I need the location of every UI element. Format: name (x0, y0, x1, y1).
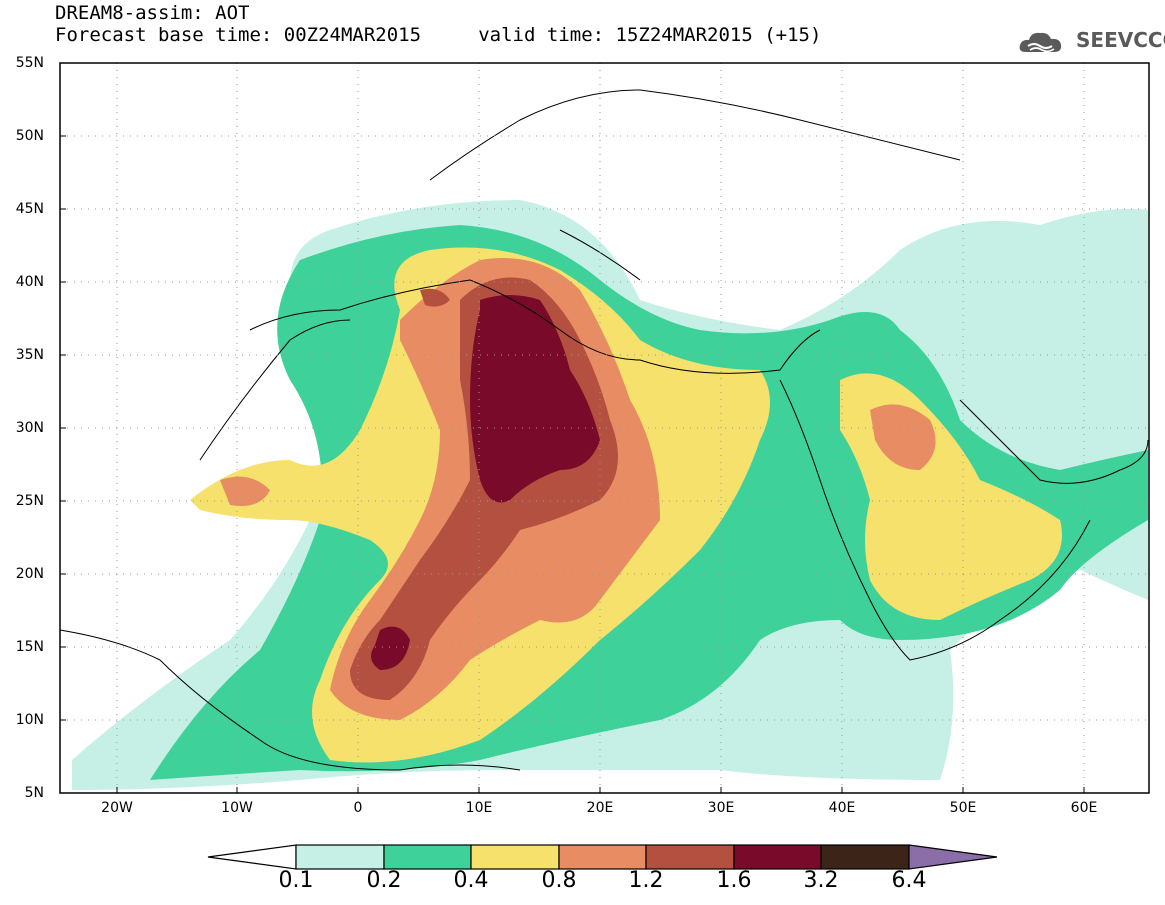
cloud-icon (1019, 32, 1062, 53)
lon-label: 20E (586, 800, 614, 816)
map-subtitle: Forecast base time: 00Z24MAR2015 valid t… (55, 24, 822, 46)
logo-text: SEEVCCC (1076, 28, 1165, 52)
colorbar-bin-7 (820, 844, 910, 870)
lon-label: 20W (101, 800, 133, 816)
colorbar-label: 6.4 (891, 868, 927, 893)
colorbar-bin-2 (383, 844, 472, 870)
axis-ticks (60, 135, 1085, 793)
colorbar-bin-5 (645, 844, 735, 870)
lat-label: 55N (15, 55, 44, 71)
lon-label: 40E (828, 800, 856, 816)
colorbar-label: 0.8 (541, 868, 577, 893)
lat-label: 35N (15, 347, 44, 363)
lon-label: 10W (221, 800, 253, 816)
colorbar-label: 3.2 (803, 868, 839, 893)
lon-label: 10E (465, 800, 493, 816)
colorbar-bin-3 (470, 844, 560, 870)
colorbar-bin-1 (295, 844, 385, 870)
colorbar (207, 844, 998, 870)
aot-field (72, 200, 1148, 790)
colorbar-bin-6 (733, 844, 822, 870)
colorbar-over (908, 844, 998, 870)
colorbar-label: 1.2 (628, 868, 664, 893)
colorbar-label: 0.1 (278, 868, 314, 893)
aot-level-16 (371, 295, 600, 670)
lat-label: 5N (24, 785, 44, 801)
lat-label: 30N (15, 420, 44, 436)
lon-label: 60E (1070, 800, 1098, 816)
lat-label: 50N (15, 128, 44, 144)
colorbar-label: 1.6 (716, 868, 752, 893)
gridlines (60, 63, 1149, 793)
colorbar-label: 0.2 (366, 868, 402, 893)
map-title: DREAM8-assim: AOT (55, 2, 250, 24)
colorbar-label: 0.4 (453, 868, 489, 893)
colorbar-under (207, 844, 297, 870)
lon-label: 0 (353, 800, 363, 816)
lat-label: 40N (15, 274, 44, 290)
lat-label: 45N (15, 201, 44, 217)
lat-label: 20N (15, 566, 44, 582)
lon-label: 50E (949, 800, 977, 816)
lat-label: 25N (15, 493, 44, 509)
colorbar-bin-4 (558, 844, 647, 870)
lat-label: 15N (15, 639, 44, 655)
lat-label: 10N (15, 712, 44, 728)
lon-label: 30E (707, 800, 735, 816)
